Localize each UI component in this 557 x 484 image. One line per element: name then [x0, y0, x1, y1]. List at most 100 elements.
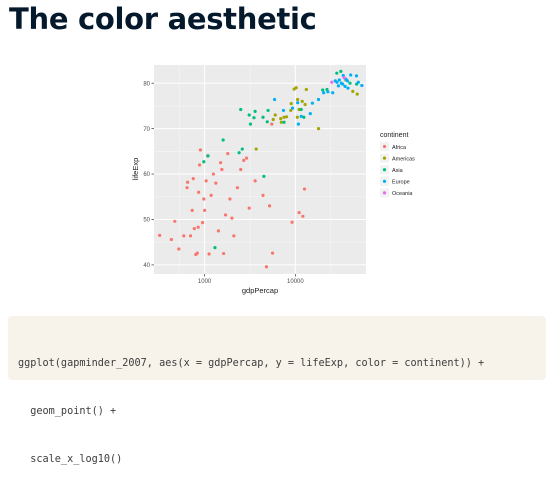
data-point — [302, 115, 306, 119]
data-point — [182, 234, 186, 238]
data-point — [206, 154, 210, 158]
data-point — [289, 108, 293, 113]
data-point — [197, 190, 201, 194]
data-point — [270, 122, 274, 126]
data-point — [213, 246, 217, 250]
data-point — [297, 211, 301, 215]
data-point — [247, 113, 251, 117]
data-point — [351, 89, 355, 93]
legend-label: Asia — [392, 168, 404, 174]
x-tick-label: 10000 — [287, 279, 304, 285]
data-point — [195, 251, 199, 255]
data-point — [158, 233, 162, 237]
data-point — [211, 172, 215, 176]
y-tick-label: 50 — [143, 218, 150, 224]
data-point — [226, 152, 230, 156]
data-point — [341, 82, 345, 86]
data-point — [190, 208, 194, 212]
code-block: ggplot(gapminder_2007, aes(x = gdpPercap… — [8, 316, 546, 465]
data-point — [295, 115, 299, 119]
data-point — [349, 73, 353, 77]
data-point — [223, 213, 228, 217]
data-point — [299, 114, 303, 118]
data-point — [284, 115, 289, 119]
data-point — [220, 167, 224, 172]
data-point — [360, 83, 364, 88]
data-point — [335, 80, 339, 84]
data-point — [222, 251, 226, 256]
data-point — [239, 107, 243, 112]
data-point — [326, 90, 330, 94]
data-point — [197, 163, 202, 167]
data-point — [321, 88, 325, 92]
data-point — [252, 116, 256, 120]
data-point — [196, 225, 200, 229]
data-point — [202, 160, 206, 164]
data-point — [186, 180, 190, 184]
code-line: scale_x_log10() — [18, 454, 123, 465]
data-point — [242, 158, 246, 163]
data-point — [207, 252, 211, 256]
data-point — [198, 148, 203, 152]
legend-swatch — [382, 144, 387, 149]
data-point — [272, 97, 277, 102]
data-point — [322, 91, 326, 95]
data-point — [282, 120, 286, 124]
data-point — [301, 214, 305, 218]
data-point — [266, 108, 270, 113]
data-point — [235, 186, 240, 190]
data-point — [270, 251, 275, 255]
data-point — [354, 74, 359, 78]
legend-swatch — [382, 179, 387, 183]
data-point — [265, 120, 269, 124]
data-point — [296, 97, 300, 102]
code-line: ggplot(gapminder_2007, aes(x = gdpPercap… — [18, 358, 485, 369]
data-point — [214, 181, 218, 185]
data-point — [296, 101, 300, 105]
data-point — [264, 265, 269, 269]
data-point — [279, 120, 283, 124]
data-point — [279, 117, 283, 121]
data-point — [192, 226, 196, 231]
data-point — [299, 107, 303, 112]
data-point — [290, 220, 294, 224]
data-point — [330, 80, 334, 84]
data-point — [271, 117, 275, 122]
y-tick-label: 60 — [143, 172, 150, 178]
scatter-plot: 40 50 60 70 80 1000 10000 gdpPercap lifeExp co… — [128, 58, 428, 298]
x-tick-label: 1000 — [198, 279, 212, 285]
data-point — [316, 97, 321, 102]
legend: continent Africa Americas Asia Europe Oceani… — [380, 132, 415, 198]
code-line: geom_point() + — [18, 406, 117, 417]
y-tick-label: 70 — [143, 127, 150, 133]
data-point — [209, 193, 213, 197]
data-point — [203, 208, 207, 212]
data-point — [228, 197, 232, 201]
data-point — [302, 187, 307, 191]
data-point — [261, 193, 265, 197]
legend-swatch — [382, 156, 387, 160]
data-point — [343, 84, 347, 88]
data-point — [356, 80, 360, 84]
data-point — [290, 106, 295, 110]
y-tick-label: 40 — [143, 263, 150, 269]
data-point — [200, 221, 205, 225]
data-point — [348, 81, 352, 85]
slide-title: The color aesthetic — [9, 2, 317, 36]
data-point — [355, 92, 359, 96]
data-point — [177, 247, 181, 251]
data-point — [331, 91, 335, 95]
legend-label: Africa — [392, 145, 407, 151]
plot-panel — [154, 65, 366, 274]
plot-svg: 40 50 60 70 80 1000 10000 gdpPercap lifeExp co… — [131, 65, 415, 295]
legend-swatch — [382, 168, 387, 172]
data-point — [289, 102, 293, 106]
data-point — [248, 122, 253, 126]
data-point — [237, 151, 241, 155]
data-point — [173, 219, 177, 223]
data-point — [339, 69, 343, 73]
data-point — [261, 115, 265, 119]
data-point — [253, 109, 257, 113]
data-point — [232, 234, 236, 238]
y-tick-label: 80 — [143, 81, 150, 87]
